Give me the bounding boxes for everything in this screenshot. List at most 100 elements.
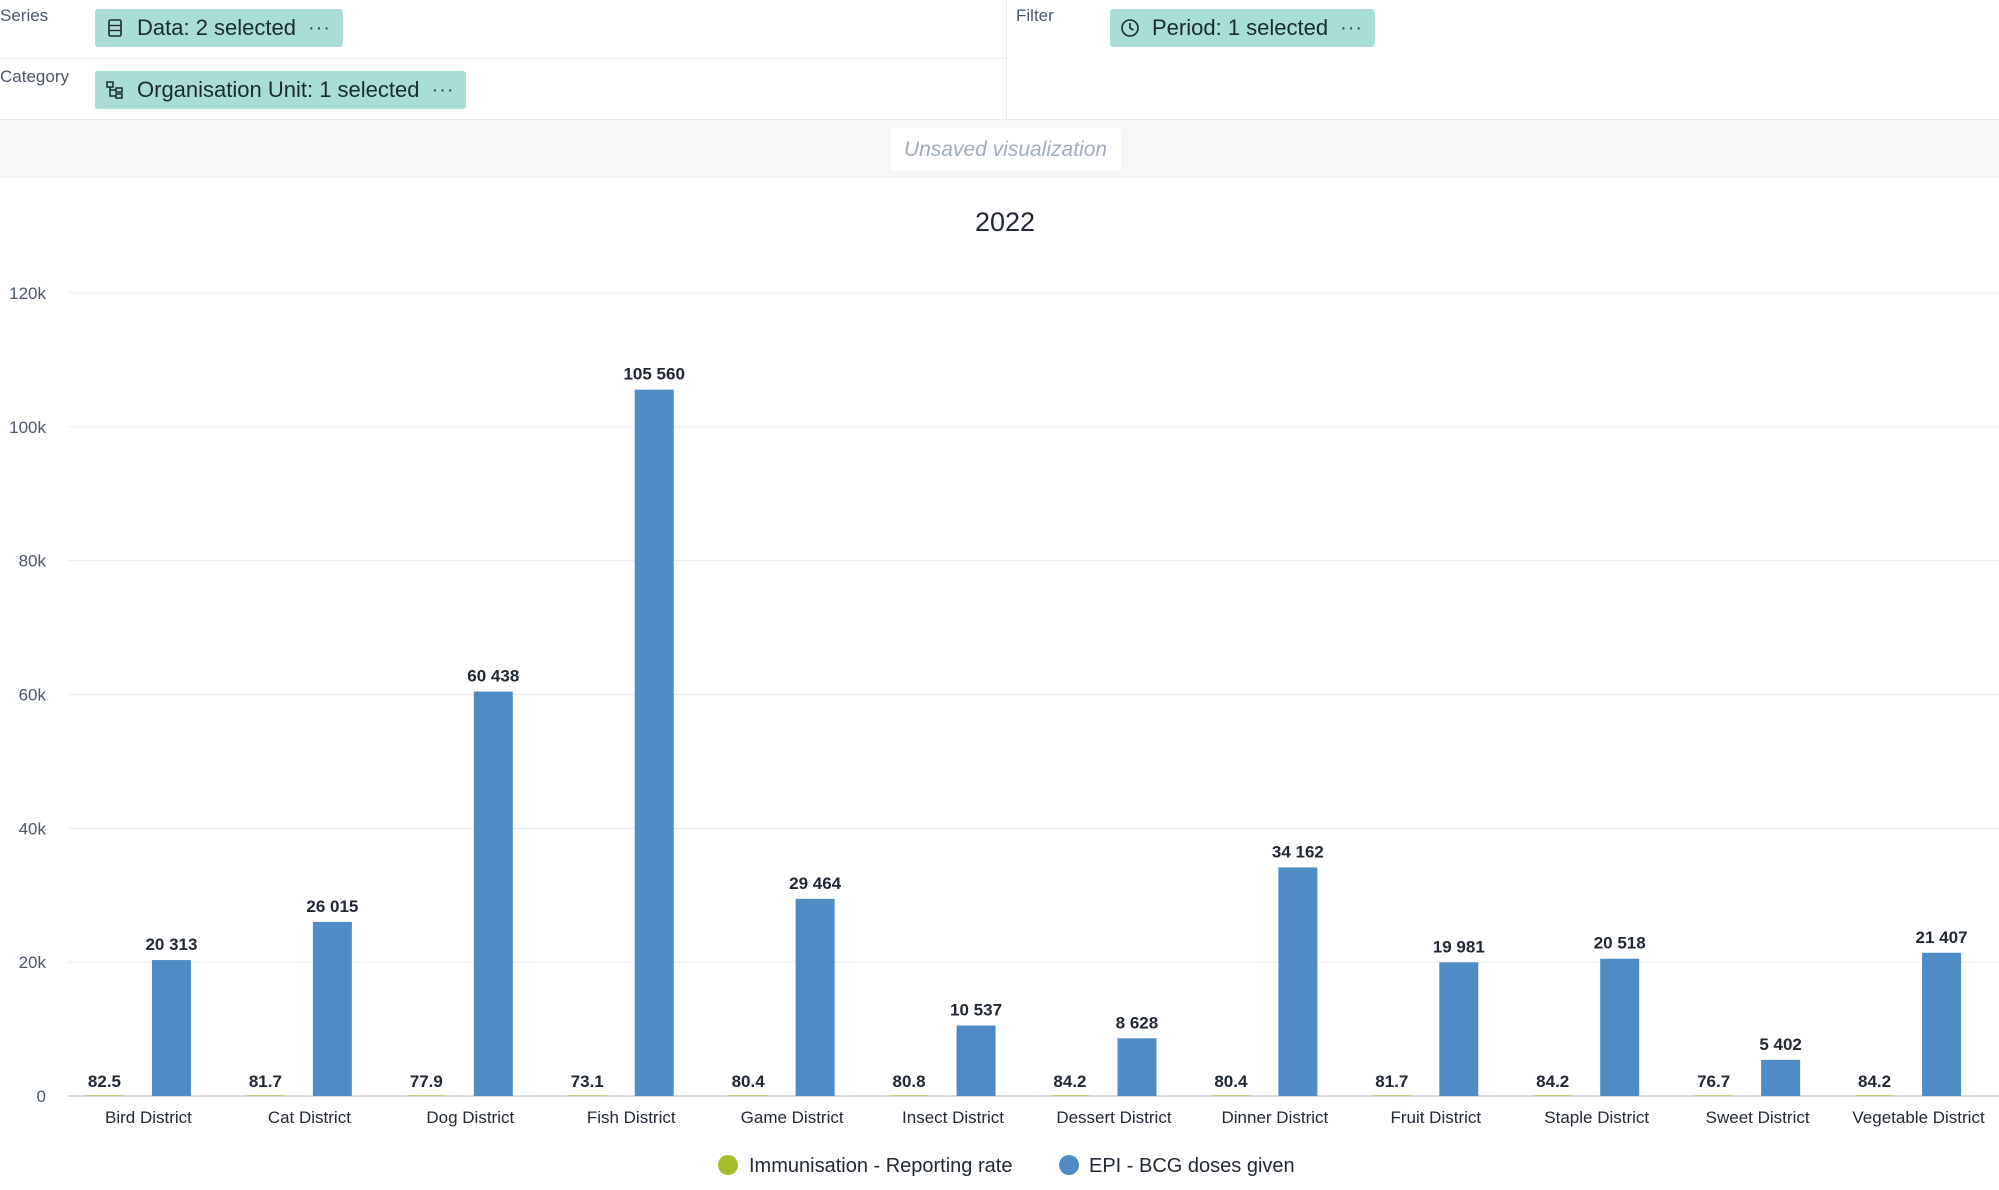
data-label-reporting-rate: 81.7 xyxy=(1375,1072,1408,1091)
data-label-bcg-doses: 26 015 xyxy=(306,897,358,916)
bar-bcg-doses[interactable] xyxy=(312,921,352,1096)
data-label-bcg-doses: 21 407 xyxy=(1916,928,1968,947)
bar-reporting-rate[interactable] xyxy=(245,1095,285,1096)
x-tick-label: Dessert District xyxy=(1056,1108,1172,1127)
y-tick-label: 0 xyxy=(37,1087,46,1106)
x-tick-label: Insect District xyxy=(902,1108,1004,1127)
data-labels: 82.5 20 313 81.7 26 015 77.9 60 438 73.1 105 56… xyxy=(88,365,1968,1091)
y-tick-label: 120k xyxy=(9,284,46,303)
bar-bcg-doses[interactable] xyxy=(1278,867,1318,1096)
category-chip-label: Organisation Unit: 1 selected xyxy=(137,77,420,102)
data-label-bcg-doses: 34 162 xyxy=(1272,842,1324,861)
x-tick-label: Cat District xyxy=(268,1108,351,1127)
bar-bcg-doses[interactable] xyxy=(1117,1038,1157,1096)
bar-reporting-rate[interactable] xyxy=(84,1095,124,1096)
bar-bcg-doses[interactable] xyxy=(1761,1059,1801,1096)
bar-bcg-doses[interactable] xyxy=(1922,952,1962,1096)
chart: 2022 0 20k 40k 60k 80k 100k 120k 82.5 20 313 81.… xyxy=(9,207,1999,1177)
bar-reporting-rate[interactable] xyxy=(889,1095,929,1096)
filter-period-chip[interactable]: Period: 1 selected ··· xyxy=(1110,9,1376,47)
legend-marker[interactable] xyxy=(1059,1155,1079,1175)
data-label-bcg-doses: 10 537 xyxy=(950,1000,1002,1019)
series-data-chip[interactable]: Data: 2 selected ··· xyxy=(95,9,343,47)
data-label-bcg-doses: 105 560 xyxy=(623,365,684,384)
bar-reporting-rate[interactable] xyxy=(1372,1095,1412,1096)
x-tick-label: Dinner District xyxy=(1222,1108,1329,1127)
data-label-reporting-rate: 84.2 xyxy=(1536,1072,1569,1091)
data-label-reporting-rate: 84.2 xyxy=(1858,1072,1891,1091)
data-label-reporting-rate: 80.8 xyxy=(892,1072,925,1091)
clock-icon xyxy=(1120,18,1140,38)
bar-bcg-doses[interactable] xyxy=(151,960,191,1096)
series-chip-more-icon[interactable]: ··· xyxy=(307,16,331,39)
bar-reporting-rate[interactable] xyxy=(1855,1095,1895,1096)
bar-reporting-rate[interactable] xyxy=(1050,1095,1090,1096)
data-label-reporting-rate: 82.5 xyxy=(88,1072,121,1091)
bar-reporting-rate[interactable] xyxy=(1533,1095,1573,1096)
x-axis-ticks: Bird District Cat District Dog District Fis… xyxy=(105,1108,1985,1127)
x-tick-label: Bird District xyxy=(105,1108,192,1127)
bar-bcg-doses[interactable] xyxy=(473,691,513,1096)
data-label-reporting-rate: 80.4 xyxy=(1214,1072,1248,1091)
filter-divider xyxy=(1006,0,1007,120)
category-axis: Category Organisation Unit: 1 selected ·… xyxy=(0,58,1006,120)
filter-chip-label: Period: 1 selected xyxy=(1152,15,1329,40)
data-table-icon xyxy=(105,18,125,38)
data-label-bcg-doses: 29 464 xyxy=(789,874,842,893)
bar-reporting-rate[interactable] xyxy=(728,1095,768,1096)
data-label-bcg-doses: 5 402 xyxy=(1759,1035,1802,1054)
y-tick-label: 60k xyxy=(19,686,47,705)
gridlines xyxy=(68,292,1999,1097)
y-tick-label: 80k xyxy=(19,552,47,571)
x-tick-label: Game District xyxy=(741,1108,844,1127)
y-tick-label: 40k xyxy=(19,819,47,838)
legend: Immunisation - Reporting rate EPI - BCG d… xyxy=(718,1155,1295,1177)
data-label-reporting-rate: 84.2 xyxy=(1053,1072,1086,1091)
filter-chip-more-icon[interactable]: ··· xyxy=(1340,16,1364,39)
bar-bcg-doses[interactable] xyxy=(956,1025,996,1096)
category-orgunit-chip[interactable]: Organisation Unit: 1 selected ··· xyxy=(95,71,467,109)
legend-label[interactable]: EPI - BCG doses given xyxy=(1089,1155,1295,1177)
bars xyxy=(84,389,1962,1096)
data-label-reporting-rate: 81.7 xyxy=(249,1072,282,1091)
legend-marker[interactable] xyxy=(718,1155,738,1175)
bar-reporting-rate[interactable] xyxy=(1211,1095,1251,1096)
org-tree-icon xyxy=(105,80,125,100)
y-tick-label: 100k xyxy=(9,418,46,437)
x-tick-label: Sweet District xyxy=(1706,1108,1810,1127)
series-chip-label: Data: 2 selected xyxy=(137,15,296,40)
layout-panel: Series Data: 2 selected ··· Category Org… xyxy=(0,0,1999,120)
data-label-bcg-doses: 8 628 xyxy=(1116,1013,1159,1032)
data-label-reporting-rate: 76.7 xyxy=(1697,1072,1730,1091)
bar-reporting-rate[interactable] xyxy=(406,1095,446,1096)
y-axis-ticks: 0 20k 40k 60k 80k 100k 120k xyxy=(9,284,46,1106)
bar-reporting-rate[interactable] xyxy=(1694,1095,1734,1096)
y-tick-label: 20k xyxy=(19,953,47,972)
legend-label[interactable]: Immunisation - Reporting rate xyxy=(749,1155,1012,1177)
series-axis-label: Series xyxy=(0,6,49,25)
bar-bcg-doses[interactable] xyxy=(1600,958,1640,1096)
category-axis-label: Category xyxy=(0,67,69,86)
data-label-reporting-rate: 73.1 xyxy=(571,1072,604,1091)
data-label-bcg-doses: 20 518 xyxy=(1594,934,1646,953)
chart-title: 2022 xyxy=(975,207,1035,237)
bar-bcg-doses[interactable] xyxy=(634,389,674,1096)
axis-divider xyxy=(0,58,1006,59)
data-label-reporting-rate: 77.9 xyxy=(410,1072,443,1091)
data-label-bcg-doses: 60 438 xyxy=(467,667,519,686)
x-tick-label: Vegetable District xyxy=(1852,1108,1985,1127)
filter-axis-label: Filter xyxy=(1016,6,1054,25)
data-label-bcg-doses: 20 313 xyxy=(145,935,197,954)
x-tick-label: Fish District xyxy=(587,1108,676,1127)
data-label-reporting-rate: 80.4 xyxy=(732,1072,766,1091)
category-chip-more-icon[interactable]: ··· xyxy=(431,78,455,101)
x-tick-label: Fruit District xyxy=(1390,1108,1481,1127)
visualization-status: Unsaved visualization xyxy=(890,128,1121,171)
x-tick-label: Staple District xyxy=(1544,1108,1649,1127)
filter-axis: Filter Period: 1 selected ··· xyxy=(1007,0,1999,120)
x-tick-label: Dog District xyxy=(426,1108,514,1127)
bar-bcg-doses[interactable] xyxy=(795,898,835,1096)
series-axis: Series Data: 2 selected ··· xyxy=(0,0,1006,58)
bar-bcg-doses[interactable] xyxy=(1439,962,1479,1096)
data-label-bcg-doses: 19 981 xyxy=(1433,937,1485,956)
